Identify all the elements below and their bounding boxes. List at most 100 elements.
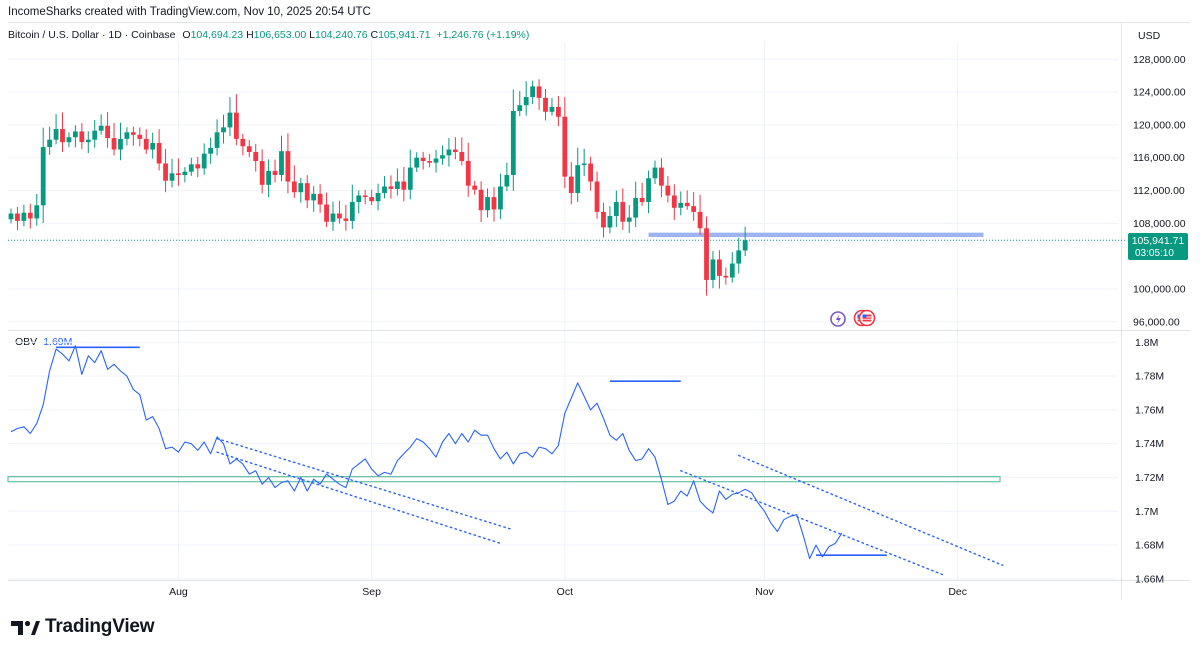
candle [517, 91, 523, 117]
candle [214, 119, 220, 156]
price-tick-label: 120,000.00 [1133, 119, 1186, 131]
candle-body [337, 213, 342, 219]
candle [588, 156, 593, 191]
candle-body [652, 167, 658, 179]
candle [581, 148, 587, 176]
candle [568, 162, 574, 205]
price-tick-label: 124,000.00 [1133, 87, 1186, 99]
candle [130, 126, 136, 146]
candle-body [188, 164, 194, 172]
candle-body [60, 129, 65, 143]
candle [485, 188, 490, 218]
candle [92, 119, 98, 148]
candle-body [304, 183, 310, 201]
event-icons [830, 309, 876, 327]
candle-body [53, 129, 59, 140]
candle-body [556, 106, 561, 117]
candle [510, 89, 516, 191]
candle-body [137, 134, 143, 139]
last-price-value: 105,941.71 [1132, 235, 1185, 247]
candle-body [79, 131, 85, 143]
candle-body [562, 116, 568, 177]
candle-body [491, 197, 497, 210]
candle [375, 183, 381, 211]
candle-body [317, 193, 323, 205]
candle [562, 97, 568, 189]
candle-body [485, 197, 490, 211]
candle-body [73, 131, 78, 138]
candle-body [543, 97, 548, 112]
candle [137, 127, 143, 147]
candle-body [163, 163, 168, 181]
candle-body [395, 181, 400, 189]
time-tick-label: Aug [169, 586, 188, 598]
candle-body [601, 211, 606, 228]
candle-body [414, 157, 420, 168]
obv-tick-label: 1.72M [1135, 472, 1164, 484]
price-axis: 128,000.00 124,000.00 120,000.00 116,000.00… [1133, 54, 1186, 328]
candle [98, 114, 104, 135]
candle-body [620, 202, 626, 222]
candle-body [85, 139, 91, 143]
candle-body [15, 213, 20, 221]
high-value: 106,653.00 [253, 29, 307, 41]
candle [594, 171, 600, 219]
candle [401, 167, 407, 202]
tradingview-logo[interactable]: TradingView [10, 616, 155, 638]
candle-body [382, 186, 387, 194]
candle [478, 181, 484, 223]
candle [691, 191, 697, 221]
candle-body [343, 218, 349, 221]
candle [459, 137, 465, 166]
candle-body [710, 259, 716, 280]
last-price-tag[interactable]: 105,941.71 03:05:10 [1128, 233, 1188, 260]
price-tick-label: 112,000.00 [1133, 185, 1185, 197]
candle-body [111, 138, 117, 150]
candle-body [433, 158, 439, 163]
candle-body [639, 197, 645, 203]
candle [684, 190, 690, 210]
candle [742, 226, 748, 257]
candle [465, 142, 471, 197]
candle [697, 194, 703, 235]
price-tick-label: 128,000.00 [1133, 54, 1186, 66]
candle [201, 143, 207, 175]
candle-body [291, 181, 297, 193]
candle [549, 98, 555, 116]
candle-body [369, 197, 375, 202]
candle [646, 170, 651, 214]
candle-body [272, 170, 278, 175]
candle-body [678, 202, 684, 208]
candle [66, 132, 72, 148]
obv-tick-label: 1.7M [1135, 506, 1158, 518]
candle [105, 111, 110, 148]
candle-body [330, 213, 336, 222]
candle [111, 123, 117, 156]
obv-series-line [10, 345, 843, 560]
candle [8, 208, 14, 224]
candle [227, 97, 233, 137]
candle [407, 149, 413, 200]
candle [311, 186, 317, 212]
candle [118, 122, 123, 161]
candle-body [130, 132, 136, 135]
low-value: 104,240.76 [314, 29, 368, 41]
obv-channel-line [738, 454, 1004, 567]
obv-panel [7, 345, 1004, 577]
candle-body [530, 86, 536, 98]
obv-axis: 1.8M 1.78M 1.76M 1.74M 1.72M 1.7M 1.68M 1.66M [1135, 337, 1164, 586]
symbol-name[interactable]: Bitcoin / U.S. Dollar · 1D · Coinbase [8, 29, 176, 41]
open-label: O [182, 29, 191, 41]
candle-body [407, 167, 413, 190]
candle-body [517, 105, 523, 111]
candle [356, 190, 362, 214]
candle [15, 206, 20, 230]
candle-body [581, 163, 587, 166]
candle [671, 184, 677, 220]
currency-label[interactable]: USD [1138, 30, 1161, 42]
candle [337, 200, 342, 224]
candle [452, 137, 458, 160]
candle [491, 187, 497, 222]
candle-body [246, 146, 252, 152]
